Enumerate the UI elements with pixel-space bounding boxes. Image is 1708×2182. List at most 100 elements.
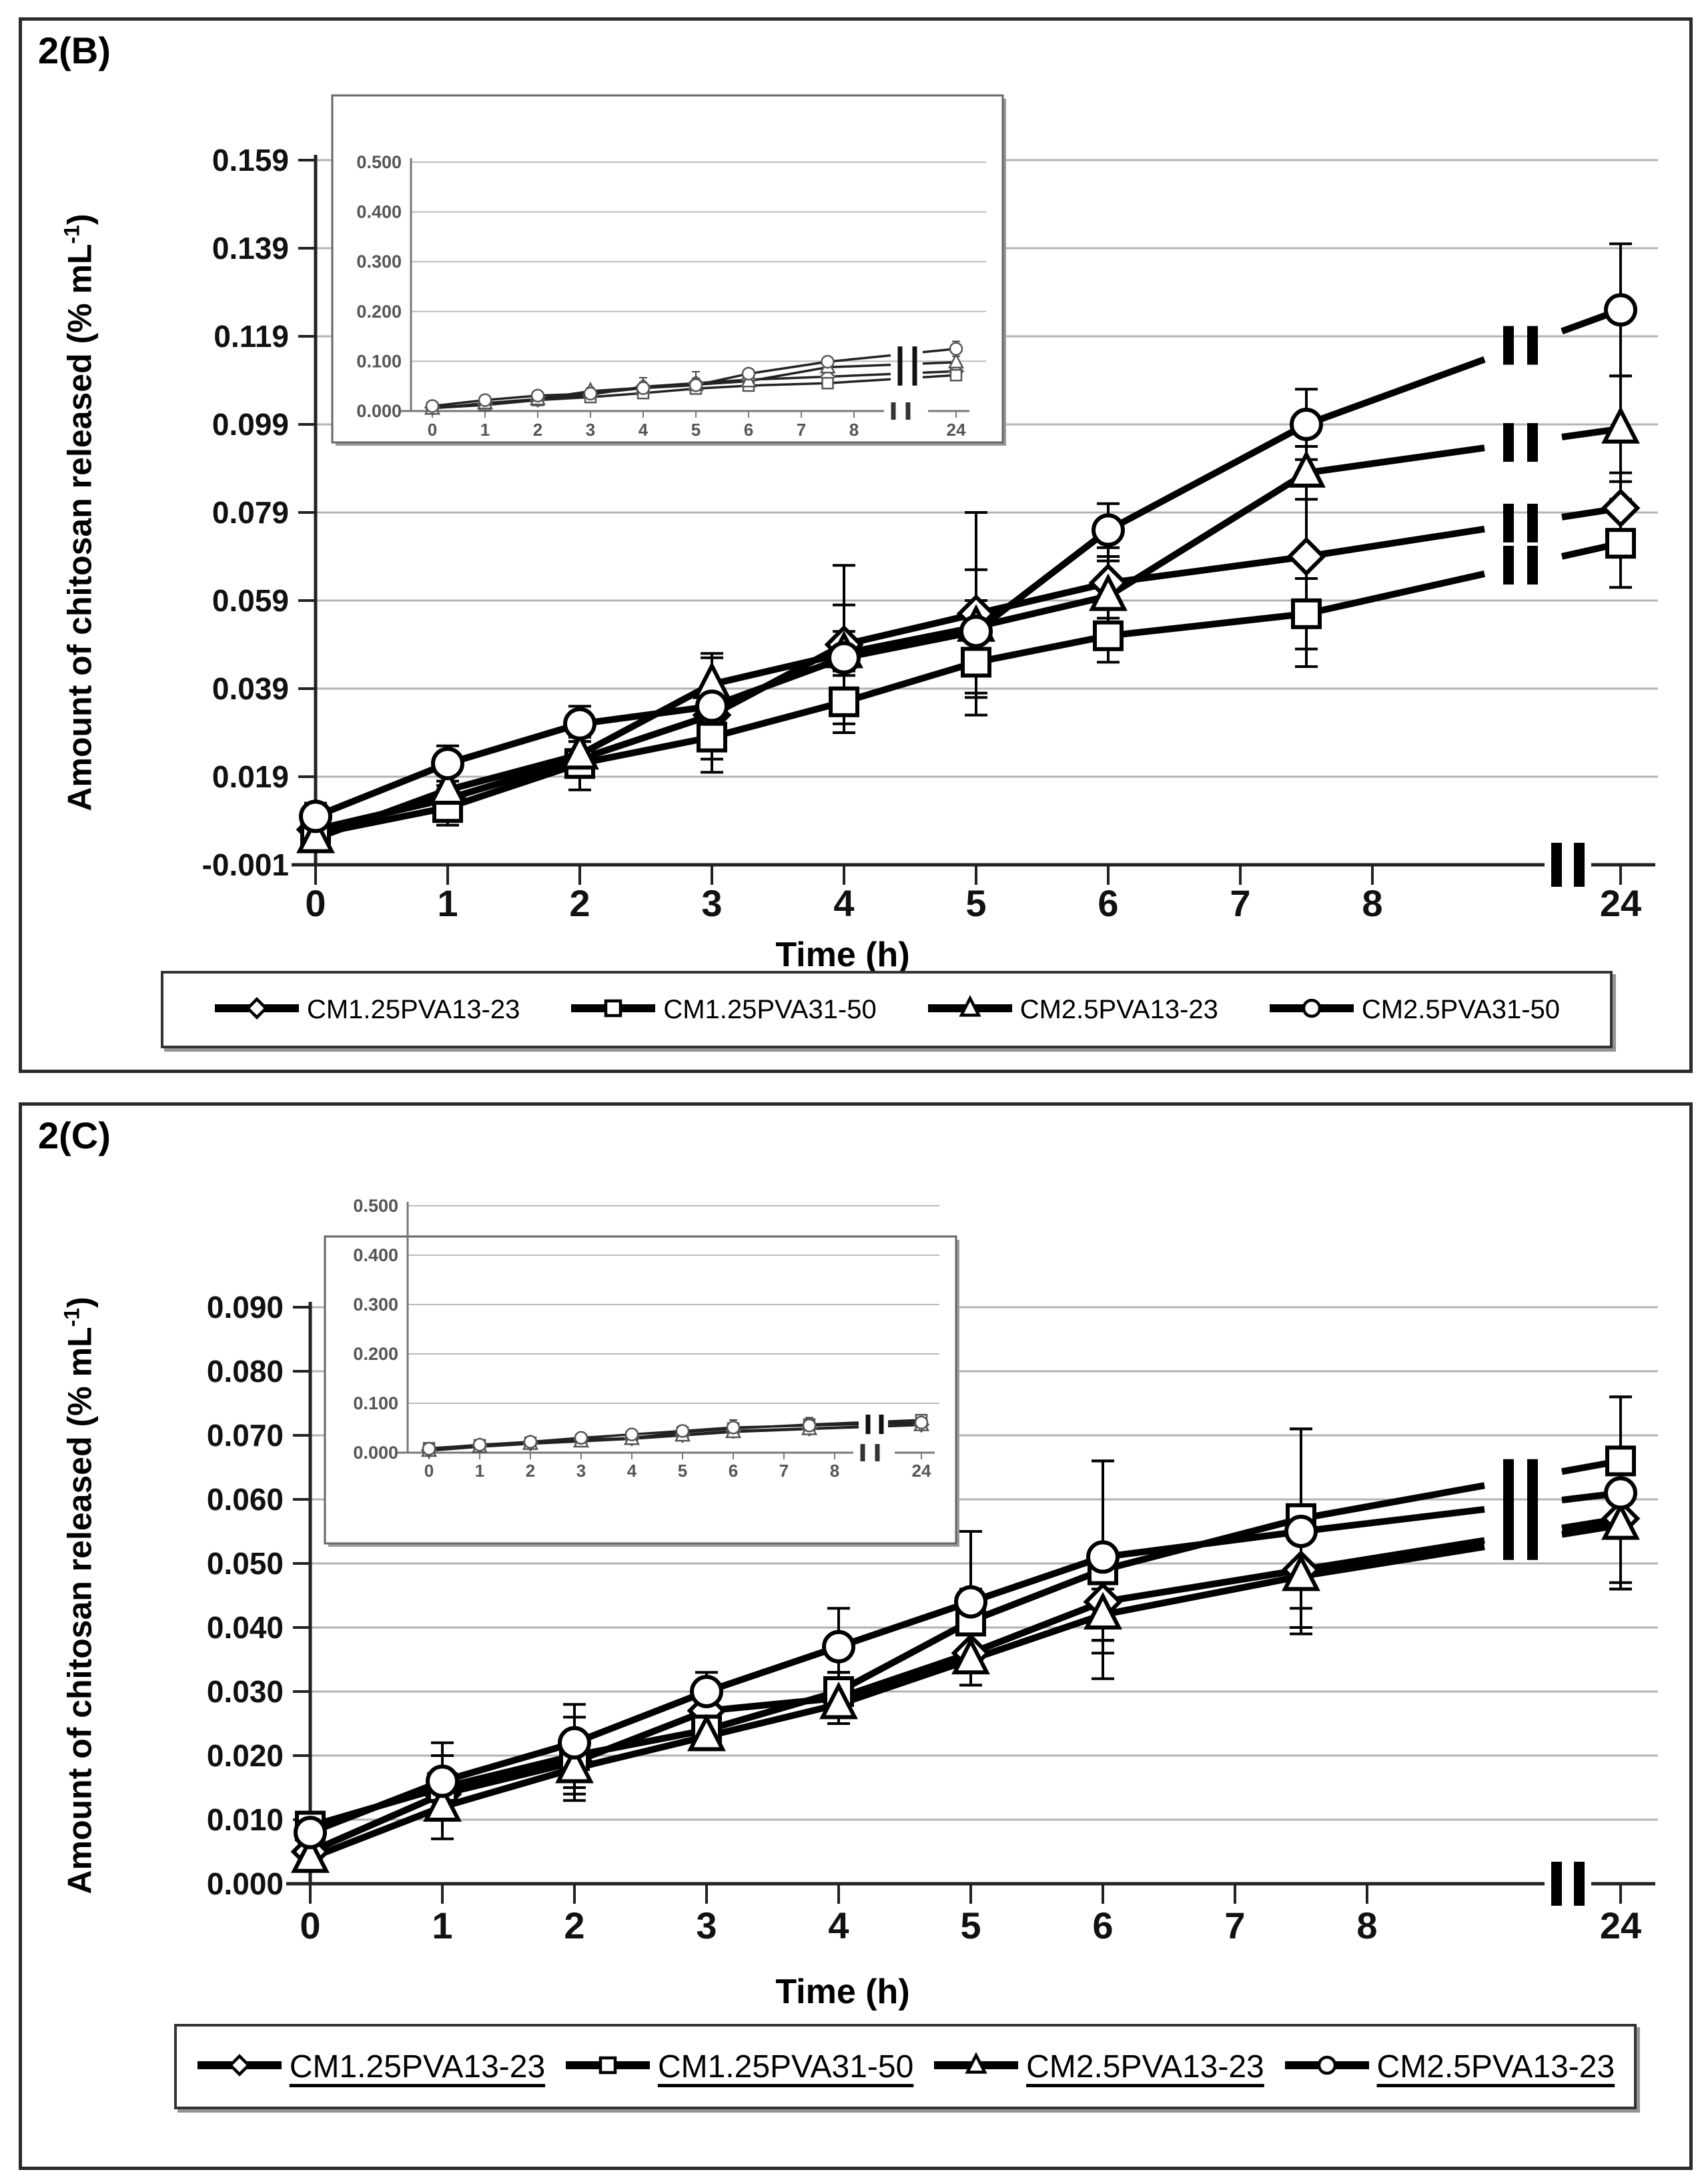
y-axis-title-text: Amount of chitosan released (% mL: [61, 1327, 99, 1894]
svg-text:1: 1: [432, 1904, 452, 1946]
diamond-marker-icon: [196, 2050, 283, 2084]
svg-text:6: 6: [744, 420, 753, 440]
svg-text:1: 1: [437, 882, 458, 924]
y-axis-title-sup: -1: [59, 1308, 84, 1327]
svg-text:0.500: 0.500: [356, 152, 402, 172]
svg-text:0.040: 0.040: [207, 1610, 284, 1645]
triangle-marker-icon: [933, 2050, 1019, 2084]
svg-text:0.010: 0.010: [207, 1802, 284, 1837]
legend-item: CM1.25PVA31-50: [564, 2049, 913, 2085]
panel-label-2b: 2(B): [38, 29, 111, 71]
legend-item: CM2.5PVA13-23: [1284, 2049, 1615, 2085]
square-marker-icon: [564, 2050, 651, 2084]
svg-text:3: 3: [576, 1461, 586, 1481]
figure-panel-2c: 0.000 0.010 0.020 0.030 0.040 0.050 0.060 0.070…: [19, 1102, 1693, 2170]
svg-text:7: 7: [797, 420, 806, 440]
legend-label: CM2.5PVA31-50: [1361, 994, 1560, 1024]
svg-text:0.039: 0.039: [212, 671, 289, 706]
x-axis-title-2b: Time (h): [775, 936, 910, 974]
svg-text:0.200: 0.200: [353, 1344, 398, 1364]
svg-text:0.070: 0.070: [207, 1418, 284, 1453]
legend-label: CM1.25PVA31-50: [663, 994, 877, 1024]
svg-text:0.090: 0.090: [207, 1290, 284, 1325]
legend-item: CM2.5PVA13-23: [933, 2049, 1264, 2085]
svg-text:6: 6: [1098, 882, 1118, 924]
svg-text:8: 8: [830, 1461, 839, 1481]
y-axis-title-suffix: ): [61, 214, 99, 226]
svg-text:2: 2: [526, 1461, 535, 1481]
svg-text:8: 8: [1362, 882, 1382, 924]
svg-text:0.159: 0.159: [212, 143, 289, 177]
y-axis-title-2b: Amount of chitosan released (% mL-1): [60, 214, 99, 811]
svg-text:2: 2: [533, 420, 542, 440]
legend-item: CM2.5PVA13-23: [927, 993, 1218, 1027]
svg-text:4: 4: [627, 1461, 637, 1481]
svg-text:6: 6: [729, 1461, 738, 1481]
svg-text:2: 2: [564, 1904, 584, 1946]
svg-text:0.200: 0.200: [356, 302, 402, 322]
svg-text:24: 24: [1600, 1904, 1641, 1946]
svg-text:0.020: 0.020: [207, 1738, 284, 1773]
legend-label: CM1.25PVA13-23: [306, 994, 520, 1024]
svg-text:5: 5: [678, 1461, 687, 1481]
svg-text:4: 4: [833, 882, 854, 924]
figure-panel-2b: -0.001 0.019 0.039 0.059 0.079 0.099 0.119 0.13…: [19, 17, 1693, 1073]
svg-text:0.000: 0.000: [353, 1443, 398, 1463]
svg-text:0: 0: [305, 882, 326, 924]
square-marker-icon: [570, 993, 657, 1027]
svg-text:0: 0: [424, 1461, 434, 1481]
legend-label: CM1.25PVA13-23: [289, 2049, 546, 2085]
svg-text:2: 2: [569, 882, 590, 924]
svg-text:3: 3: [696, 1904, 717, 1946]
svg-text:0: 0: [428, 420, 437, 440]
svg-text:8: 8: [849, 420, 859, 440]
legend-label: CM2.5PVA13-23: [1019, 994, 1218, 1024]
svg-text:0.119: 0.119: [214, 319, 289, 354]
diamond-marker-icon: [214, 993, 300, 1027]
svg-text:0.300: 0.300: [356, 252, 402, 272]
svg-text:0.000: 0.000: [207, 1866, 284, 1901]
svg-text:0.050: 0.050: [207, 1546, 284, 1581]
triangle-marker-icon: [927, 993, 1013, 1027]
svg-text:0.079: 0.079: [212, 495, 289, 530]
svg-text:3: 3: [701, 882, 722, 924]
circle-marker-icon: [1268, 993, 1355, 1027]
legend-2c: CM1.25PVA13-23 CM1.25PVA31-50 CM2.5PVA13…: [174, 2024, 1637, 2109]
legend-label: CM2.5PVA13-23: [1376, 2049, 1615, 2085]
svg-text:0.400: 0.400: [356, 202, 402, 222]
legend-item: CM2.5PVA31-50: [1268, 993, 1560, 1027]
chart-2b: -0.001 0.019 0.039 0.059 0.079 0.099 0.119 0.13…: [202, 94, 1658, 924]
svg-text:0.400: 0.400: [353, 1245, 398, 1265]
legend-label: CM2.5PVA13-23: [1026, 2049, 1264, 2085]
legend-item: CM1.25PVA13-23: [196, 2049, 545, 2085]
chart-2c: 0.000 0.010 0.020 0.030 0.040 0.050 0.060 0.070…: [207, 1196, 1658, 1946]
svg-text:0.100: 0.100: [353, 1393, 398, 1413]
svg-text:0.300: 0.300: [353, 1295, 398, 1315]
svg-text:5: 5: [960, 1904, 981, 1946]
svg-text:1: 1: [475, 1461, 484, 1481]
svg-text:7: 7: [1230, 882, 1250, 924]
svg-text:0.000: 0.000: [356, 401, 402, 421]
svg-text:6: 6: [1092, 1904, 1113, 1946]
legend-2b: CM1.25PVA13-23 CM1.25PVA31-50 CM2.5PVA13…: [161, 971, 1613, 1048]
svg-text:0.139: 0.139: [212, 231, 289, 266]
legend-item: CM1.25PVA13-23: [214, 993, 520, 1027]
y-axis-title-sup: -1: [59, 225, 84, 244]
y-axis-title-2c: Amount of chitosan released (% mL-1): [60, 1297, 99, 1894]
svg-text:7: 7: [1224, 1904, 1245, 1946]
circle-marker-icon: [1284, 2050, 1370, 2084]
y-axis-title-suffix: ): [61, 1297, 99, 1309]
svg-text:0.030: 0.030: [207, 1674, 284, 1709]
svg-text:4: 4: [638, 420, 649, 440]
x-axis-title-2c: Time (h): [775, 1972, 910, 2011]
svg-text:0.059: 0.059: [212, 583, 289, 618]
legend-label: CM1.25PVA31-50: [657, 2049, 914, 2085]
svg-text:0.080: 0.080: [207, 1354, 284, 1389]
svg-text:24: 24: [1600, 882, 1641, 924]
svg-text:0.500: 0.500: [353, 1196, 398, 1216]
panel-label-2c: 2(C): [38, 1114, 111, 1156]
y-axis-title-text: Amount of chitosan released (% mL: [61, 244, 99, 811]
svg-text:0.019: 0.019: [212, 759, 289, 794]
svg-text:1: 1: [480, 420, 490, 440]
